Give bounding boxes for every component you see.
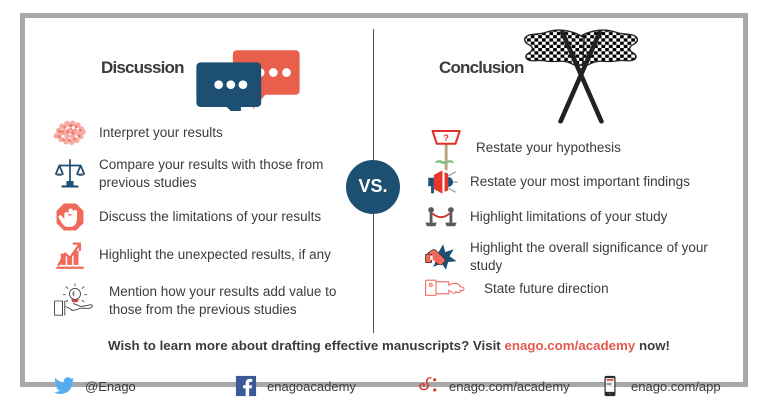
svg-text:?: ? — [443, 133, 449, 143]
